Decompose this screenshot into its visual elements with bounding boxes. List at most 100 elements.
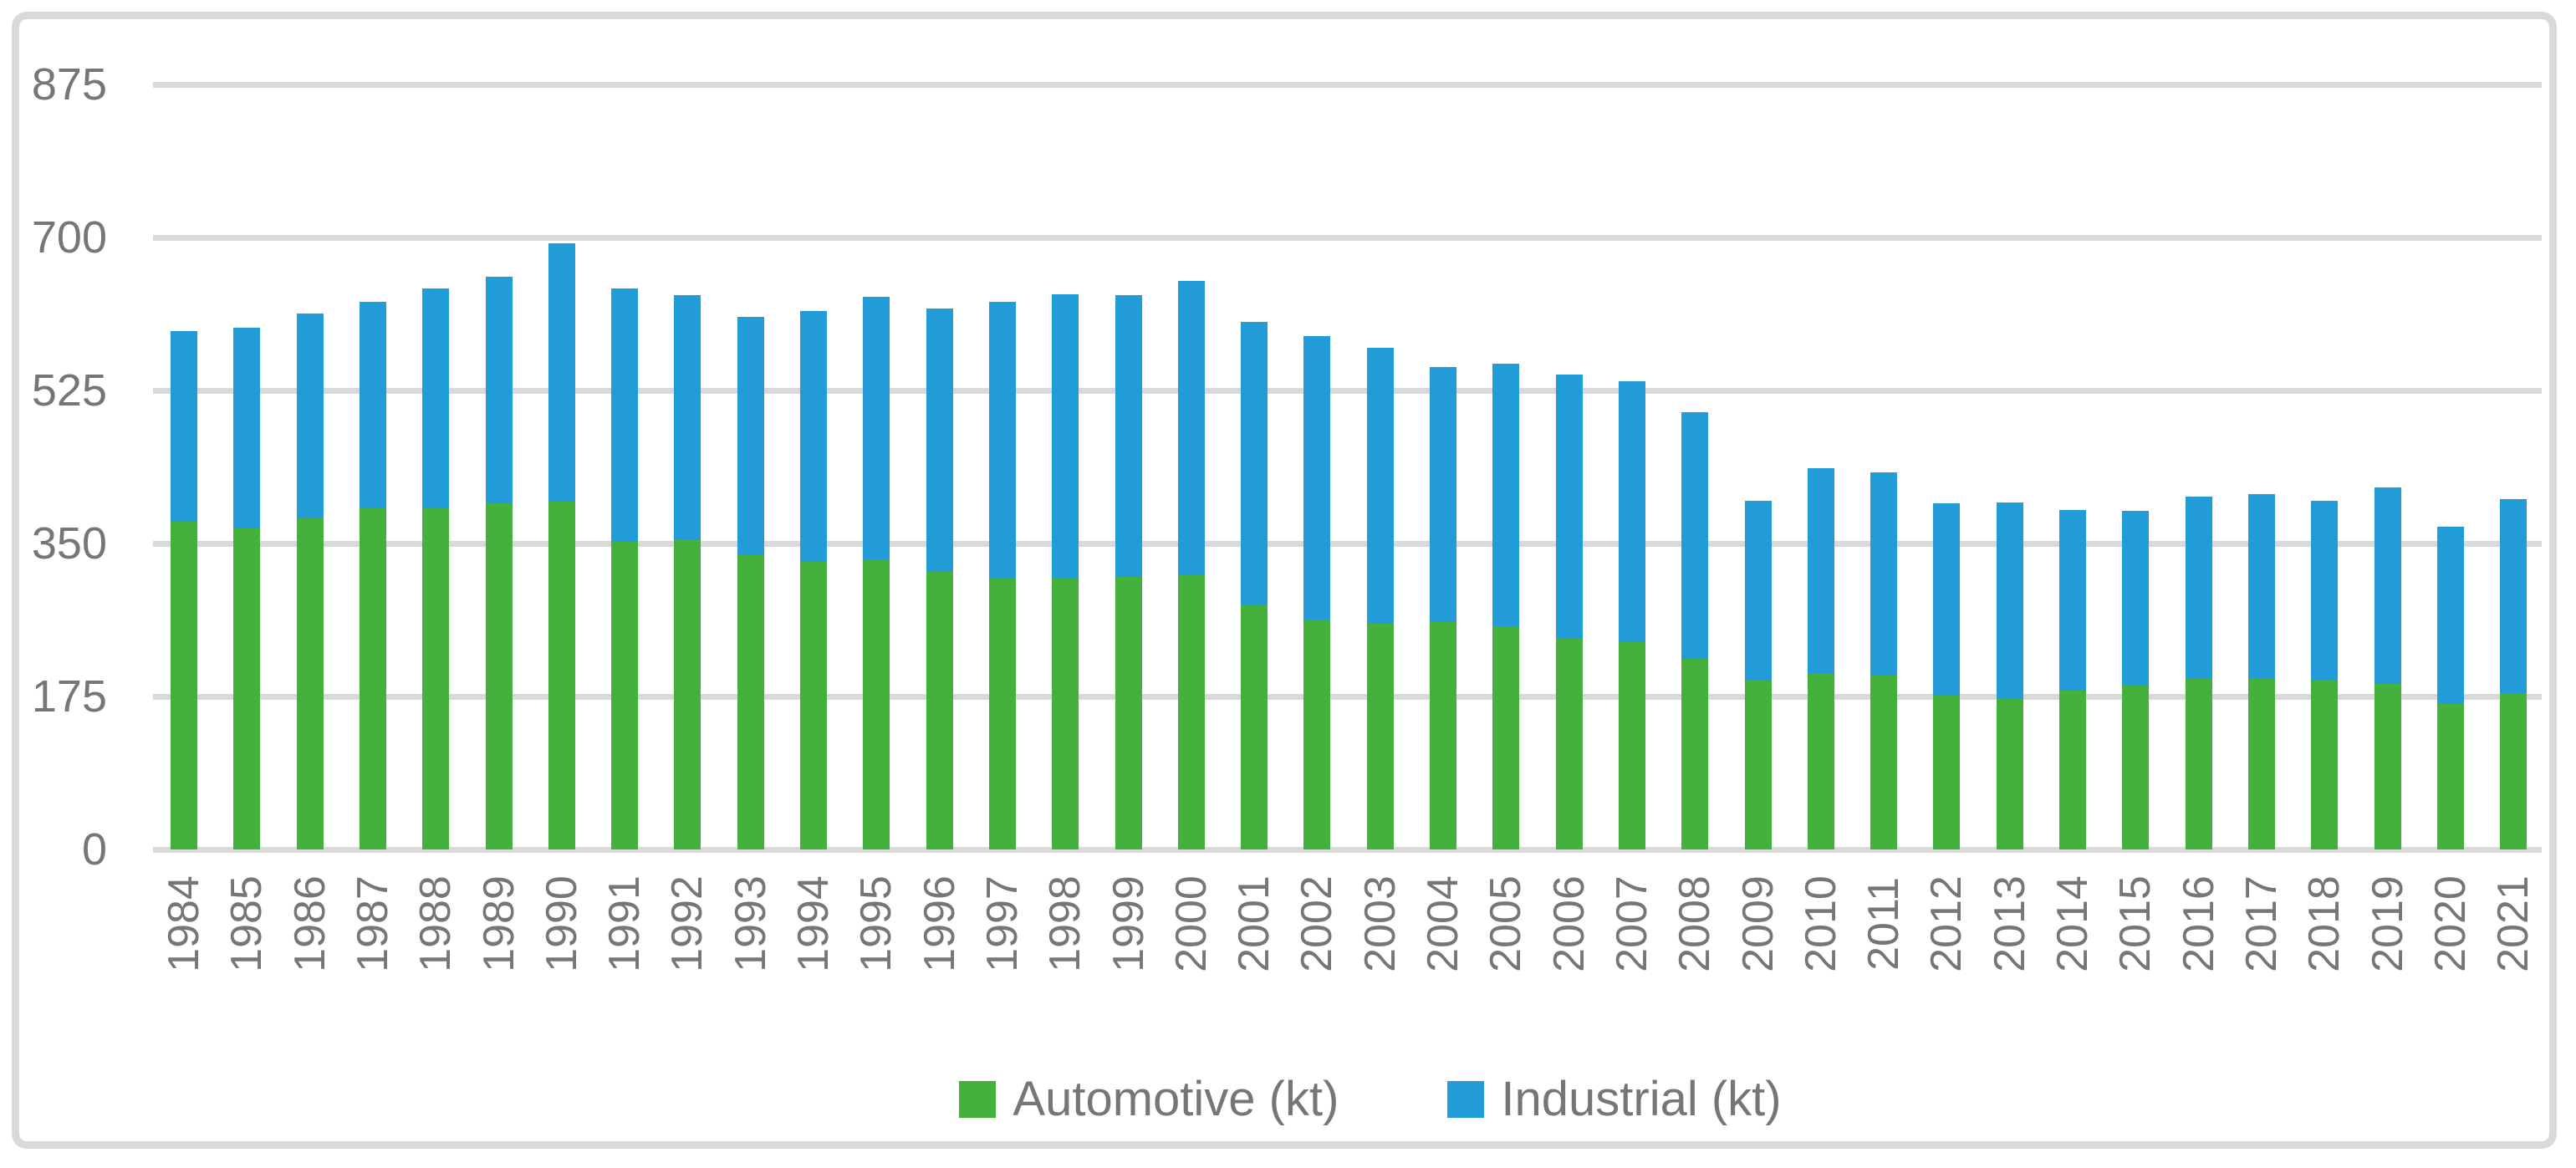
x-tick-label-1984: 1984: [160, 875, 208, 972]
bar-automotive-2008: [1681, 659, 1709, 849]
bar-industrial-1996: [926, 308, 953, 572]
gridline-0: [153, 846, 2542, 853]
legend-label: Industrial (kt): [1501, 1072, 1782, 1126]
bar-industrial-2015: [2122, 511, 2150, 686]
bar-automotive-2015: [2122, 686, 2150, 849]
bar-automotive-2000: [1177, 574, 1205, 849]
x-tick-label-1999: 1999: [1104, 875, 1153, 972]
bar-industrial-2019: [2374, 487, 2401, 685]
bar-automotive-2005: [1492, 626, 1520, 849]
bar-industrial-1989: [485, 277, 513, 503]
bar-automotive-1990: [548, 500, 575, 849]
bar-industrial-1997: [988, 302, 1016, 579]
bar-industrial-2010: [1807, 468, 1834, 674]
bar-industrial-2009: [1744, 500, 1772, 681]
x-tick-label-2003: 2003: [1355, 875, 1405, 972]
bar-automotive-1996: [926, 571, 953, 849]
bar-industrial-1995: [863, 297, 890, 559]
bar-automotive-1984: [171, 521, 197, 849]
bar-automotive-2013: [1996, 699, 2023, 849]
bar-industrial-2000: [1177, 281, 1205, 574]
x-tick-label-1992: 1992: [663, 875, 712, 972]
gridline-175: [153, 693, 2542, 700]
bar-industrial-1994: [800, 310, 827, 561]
bar-automotive-2018: [2311, 681, 2339, 849]
x-tick-label-2013: 2013: [1985, 875, 2034, 972]
legend-swatch-icon: [1447, 1081, 1485, 1118]
bar-automotive-1998: [1052, 578, 1079, 849]
bar-automotive-1997: [988, 578, 1016, 849]
x-tick-label-1991: 1991: [600, 875, 650, 972]
bar-industrial-2012: [1933, 502, 1961, 695]
x-tick-label-1987: 1987: [348, 875, 397, 972]
x-tick-label-2009: 2009: [1733, 875, 1783, 972]
x-tick-label-1990: 1990: [537, 875, 586, 972]
bar-industrial-1993: [737, 317, 764, 554]
bar-automotive-2012: [1933, 694, 1961, 849]
chart-frame-border: [12, 12, 2557, 1149]
bar-industrial-1991: [611, 288, 639, 542]
bar-industrial-1984: [171, 330, 197, 522]
bar-industrial-2017: [2247, 494, 2275, 679]
bar-industrial-1988: [422, 288, 450, 508]
gridline-700: [153, 234, 2542, 241]
bar-industrial-2018: [2311, 500, 2339, 681]
x-tick-label-2017: 2017: [2237, 875, 2286, 972]
bar-automotive-2009: [1744, 681, 1772, 849]
bar-automotive-2001: [1241, 604, 1268, 849]
y-tick-label-875: 875: [31, 59, 107, 110]
bar-automotive-1988: [422, 507, 450, 849]
x-tick-label-2010: 2010: [1796, 875, 1845, 972]
bar-industrial-2001: [1241, 322, 1268, 605]
bar-industrial-2013: [1996, 502, 2023, 700]
x-tick-label-1998: 1998: [1041, 875, 1090, 972]
x-tick-label-1997: 1997: [977, 875, 1027, 972]
bar-industrial-2002: [1303, 336, 1331, 620]
x-tick-label-1995: 1995: [852, 875, 901, 972]
x-tick-label-2001: 2001: [1230, 875, 1279, 972]
x-tick-label-1994: 1994: [789, 875, 838, 972]
bar-automotive-2020: [2436, 704, 2464, 849]
bar-automotive-1994: [800, 560, 827, 849]
y-tick-label-175: 175: [31, 671, 107, 722]
bar-automotive-1995: [863, 558, 890, 849]
y-tick-label-525: 525: [31, 365, 107, 416]
bar-industrial-2003: [1366, 347, 1394, 625]
x-tick-label-2002: 2002: [1293, 875, 1342, 972]
bar-automotive-1987: [359, 508, 386, 849]
x-tick-label-1996: 1996: [915, 875, 964, 972]
bar-automotive-2002: [1303, 619, 1331, 849]
bar-industrial-2016: [2185, 496, 2212, 680]
bar-automotive-2004: [1430, 621, 1456, 849]
bar-automotive-1986: [296, 517, 324, 849]
bar-industrial-2014: [2059, 510, 2086, 691]
x-tick-label-2012: 2012: [1922, 875, 1972, 972]
x-tick-label-2005: 2005: [1482, 875, 1531, 972]
bar-automotive-1989: [485, 502, 513, 849]
x-tick-label-2004: 2004: [1419, 875, 1467, 972]
bar-industrial-2011: [1870, 472, 1898, 675]
bar-industrial-1986: [296, 314, 324, 518]
bar-industrial-2006: [1555, 375, 1583, 638]
bar-industrial-2021: [2500, 498, 2528, 693]
x-tick-label-2008: 2008: [1671, 875, 1720, 972]
x-tick-label-2015: 2015: [2111, 875, 2160, 972]
bar-automotive-2010: [1807, 673, 1834, 849]
bar-industrial-1985: [233, 327, 261, 529]
legend-label: Automotive (kt): [1013, 1072, 1339, 1126]
legend-item-industrial: Industrial (kt): [1447, 1072, 1782, 1126]
bar-automotive-2014: [2059, 690, 2086, 849]
gridline-875: [153, 81, 2542, 88]
gridline-350: [153, 540, 2542, 547]
plot-area: [153, 81, 2542, 853]
bar-industrial-2007: [1618, 380, 1645, 643]
x-tick-label-2021: 2021: [2489, 875, 2538, 972]
bar-industrial-2020: [2436, 527, 2464, 705]
bar-automotive-2003: [1366, 624, 1394, 849]
bar-automotive-2017: [2247, 678, 2275, 849]
bar-industrial-2004: [1430, 366, 1456, 622]
x-tick-label-2016: 2016: [2174, 875, 2223, 972]
x-tick-label-1989: 1989: [474, 875, 523, 972]
bar-automotive-2006: [1555, 637, 1583, 849]
